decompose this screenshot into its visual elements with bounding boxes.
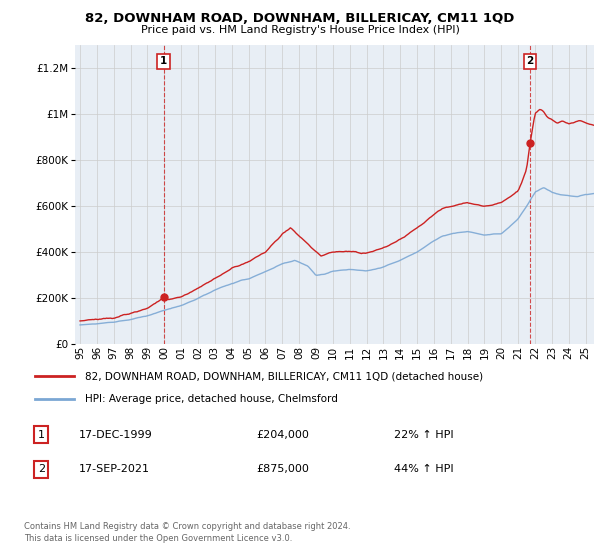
Text: 17-DEC-1999: 17-DEC-1999 (79, 430, 153, 440)
Text: Price paid vs. HM Land Registry's House Price Index (HPI): Price paid vs. HM Land Registry's House … (140, 25, 460, 35)
Text: Contains HM Land Registry data © Crown copyright and database right 2024.
This d: Contains HM Land Registry data © Crown c… (24, 522, 350, 543)
Text: 82, DOWNHAM ROAD, DOWNHAM, BILLERICAY, CM11 1QD (detached house): 82, DOWNHAM ROAD, DOWNHAM, BILLERICAY, C… (85, 371, 483, 381)
Text: 44% ↑ HPI: 44% ↑ HPI (394, 464, 454, 474)
Text: 2: 2 (38, 464, 45, 474)
Text: 17-SEP-2021: 17-SEP-2021 (79, 464, 150, 474)
Text: £204,000: £204,000 (256, 430, 309, 440)
Text: 1: 1 (38, 430, 45, 440)
Text: 1: 1 (160, 56, 167, 66)
Text: HPI: Average price, detached house, Chelmsford: HPI: Average price, detached house, Chel… (85, 394, 338, 404)
Text: 2: 2 (527, 56, 534, 66)
Text: 22% ↑ HPI: 22% ↑ HPI (394, 430, 454, 440)
Text: 82, DOWNHAM ROAD, DOWNHAM, BILLERICAY, CM11 1QD: 82, DOWNHAM ROAD, DOWNHAM, BILLERICAY, C… (85, 12, 515, 25)
Text: £875,000: £875,000 (256, 464, 309, 474)
